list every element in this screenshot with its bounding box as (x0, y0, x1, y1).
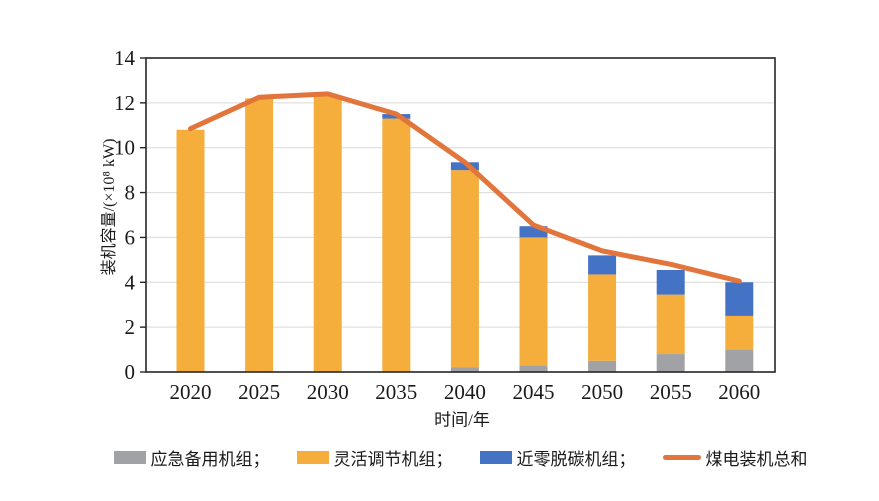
bar-segment-近零脱碳机组-2060 (725, 282, 754, 316)
x-tick-label: 2055 (650, 380, 692, 404)
legend-label: 灵活调节机组； (333, 449, 453, 469)
x-tick-label: 2025 (238, 380, 280, 404)
bar-segment-近零脱碳机组-2050 (588, 255, 617, 275)
bar-segment-近零脱碳机组-2055 (656, 269, 685, 295)
bar-segment-应急备用机组-2055 (656, 354, 685, 372)
orange-line-swatch-icon (662, 454, 701, 460)
yellow-bar-swatch-icon (296, 450, 329, 464)
x-tick-label: 2030 (307, 380, 349, 404)
y-tick-label: 6 (125, 225, 136, 249)
y-tick-label: 2 (125, 315, 136, 339)
legend-label: 近零脱碳机组； (516, 449, 636, 469)
coal-total-line (188, 91, 742, 284)
x-tick-label: 2040 (444, 380, 486, 404)
y-tick-label: 14 (114, 46, 136, 70)
legend-label: 煤电装机总和 (705, 449, 808, 469)
bar-segment-应急备用机组-2050 (588, 360, 617, 372)
legend-item-near-zero-decarbonized: 近零脱碳机组； (479, 445, 636, 470)
bar-segment-灵活调节机组-2025 (245, 98, 274, 372)
y-tick-label: 8 (125, 181, 136, 205)
plot-border (145, 57, 776, 373)
bar-segment-灵活调节机组-2055 (656, 294, 685, 355)
x-tick-label: 2060 (718, 380, 760, 404)
y-tick-label: 0 (125, 360, 136, 384)
bar-segment-灵活调节机组-2020 (176, 129, 205, 372)
legend-item-flexible-regulation: 灵活调节机组； (296, 445, 453, 470)
x-tick-label: 2050 (581, 380, 623, 404)
gray-bar-swatch-icon (113, 450, 146, 464)
x-tick-label: 2020 (170, 380, 212, 404)
y-tick-label: 4 (125, 270, 136, 294)
bar-segment-灵活调节机组-2035 (382, 118, 411, 372)
x-tick-label: 2045 (513, 380, 555, 404)
bar-segment-应急备用机组-2045 (519, 365, 548, 372)
legend-item-emergency-backup: 应急备用机组； (113, 445, 270, 470)
y-tick-label: 12 (114, 91, 135, 115)
x-axis-title: 时间/年 (434, 410, 490, 430)
bar-segment-灵活调节机组-2050 (588, 274, 617, 361)
bar-segment-灵活调节机组-2045 (519, 237, 548, 366)
y-tick-label: 10 (114, 136, 135, 160)
blue-bar-swatch-icon (479, 450, 512, 464)
chart-legend: 应急备用机组； 灵活调节机组； 近零脱碳机组； 煤电装机总和 (113, 444, 808, 470)
y-axis-title: 装机容量/(×10⁸ kW) (101, 138, 118, 276)
bar-segment-近零脱碳机组-2040 (450, 162, 479, 171)
legend-item-coal-total: 煤电装机总和 (662, 445, 808, 470)
bar-segment-近零脱碳机组-2045 (519, 226, 548, 238)
legend-label: 应急备用机组； (150, 449, 270, 469)
bar-segment-灵活调节机组-2060 (725, 315, 754, 350)
bar-segment-应急备用机组-2040 (450, 367, 479, 372)
x-tick-label: 2035 (375, 380, 417, 404)
bar-segment-灵活调节机组-2030 (313, 96, 342, 372)
bar-segment-应急备用机组-2060 (725, 349, 754, 372)
bar-segment-灵活调节机组-2040 (450, 170, 479, 368)
